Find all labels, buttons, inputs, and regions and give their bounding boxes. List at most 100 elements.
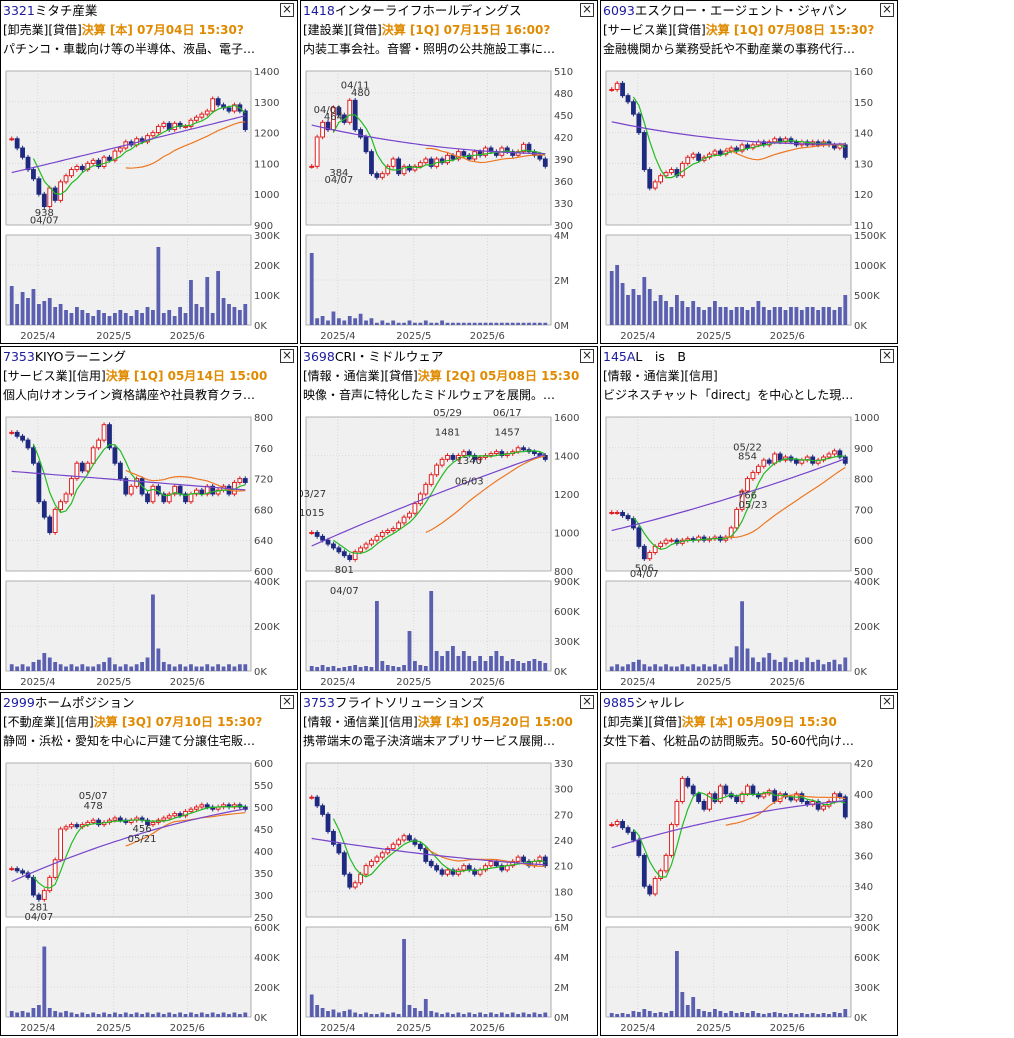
price-tick-label: 800 [554, 567, 573, 578]
volume-bar [707, 307, 712, 325]
candle [314, 796, 320, 807]
candle [41, 890, 47, 900]
stock-code-link[interactable]: 3321 [3, 3, 35, 18]
earnings-date: 決算 [1Q] 07月15日 16:00? [381, 23, 551, 37]
price-tick-label: 360 [854, 851, 873, 862]
stock-code-link[interactable]: 3698 [303, 349, 335, 364]
candle [609, 824, 615, 827]
volume-bar [669, 307, 674, 325]
volume-bar [543, 1012, 548, 1017]
x-tick-label: 2025/5 [396, 331, 431, 342]
candle [101, 424, 107, 441]
candle [166, 493, 172, 503]
close-icon[interactable]: × [280, 348, 294, 363]
volume-bar [626, 1014, 630, 1017]
x-tick-label: 2025/4 [620, 677, 655, 688]
volume-bar [396, 1014, 401, 1017]
price-tick-label: 140 [854, 129, 873, 140]
volume-plot-area [605, 234, 852, 326]
stock-code-link[interactable]: 2999 [3, 695, 35, 710]
ma-long-line [311, 837, 546, 866]
price-tick-label: 1600 [554, 413, 579, 424]
volume-bar [47, 1008, 52, 1017]
price-plot-area [5, 762, 252, 918]
volume-bar [445, 651, 450, 671]
close-icon[interactable]: × [580, 348, 594, 363]
stock-code-link[interactable]: 1418 [303, 3, 335, 18]
close-icon[interactable]: × [880, 694, 894, 709]
stock-header: 9885シャルレ [603, 694, 879, 712]
price-annotation: 03/27 [301, 489, 326, 500]
stock-code-link[interactable]: 3753 [303, 695, 335, 710]
candle [696, 793, 702, 802]
ma-mid-line [125, 121, 246, 169]
volume-tick-label: 0K [254, 1013, 267, 1024]
volume-bar [113, 1012, 117, 1017]
candle [74, 824, 80, 828]
volume-bar [91, 316, 96, 325]
stock-panel: 3753フライトソリューションズ × [情報・通信業][信用]決算 [本] 05月2… [300, 692, 598, 1036]
ma-long-line [11, 115, 246, 174]
volume-bar [505, 661, 510, 671]
price-tick-label: 1000 [554, 529, 579, 540]
volume-bar [9, 664, 14, 671]
candle [363, 136, 369, 153]
candle [658, 542, 664, 547]
candle [347, 99, 353, 123]
price-tick-label: 420 [854, 759, 873, 770]
candle [150, 132, 156, 137]
stock-panel: 7353KIYOラーニング × [サービス業][信用]決算 [1Q] 05月14日 … [0, 346, 298, 690]
candle [385, 530, 391, 533]
candle [96, 159, 102, 167]
volume-bar [140, 313, 144, 325]
candle [390, 158, 396, 167]
volume-bar [440, 1014, 444, 1017]
volume-bar [456, 656, 461, 671]
volume-bar [331, 311, 336, 325]
volume-bar [15, 666, 20, 671]
volume-bar [429, 591, 434, 671]
volume-bar [472, 322, 477, 325]
close-icon[interactable]: × [280, 694, 294, 709]
volume-bar [718, 666, 723, 671]
volume-bar [216, 1014, 221, 1017]
volume-bar [243, 664, 248, 671]
stock-panel: 3698CRI・ミドルウェア × [情報・通信業][貸借]決算 [2Q] 05月08… [300, 346, 598, 690]
volume-bar [729, 1011, 734, 1017]
company-description: 金融機関から業務受託や不動産業の事務代行… [603, 42, 856, 56]
candle [401, 165, 407, 175]
stock-code-link[interactable]: 145A [603, 349, 636, 364]
close-icon[interactable]: × [580, 694, 594, 709]
close-icon[interactable]: × [880, 348, 894, 363]
volume-bar [364, 320, 368, 325]
stock-code-link[interactable]: 9885 [603, 695, 635, 710]
stock-code-link[interactable]: 6093 [603, 3, 635, 18]
candle [107, 156, 112, 161]
volume-tick-label: 0K [254, 667, 267, 678]
candle [499, 451, 505, 457]
candle [320, 535, 325, 541]
candle [712, 150, 718, 155]
candle [145, 135, 150, 143]
close-icon[interactable]: × [580, 2, 594, 17]
volume-bar [783, 657, 788, 671]
volume-bar [451, 322, 455, 325]
candle [510, 860, 516, 867]
volume-tick-label: 0K [854, 667, 867, 678]
volume-bar [816, 1014, 821, 1017]
close-icon[interactable]: × [280, 2, 294, 17]
company-description: ビジネスチャット「direct」を中心とした現… [603, 388, 854, 402]
volume-bar [467, 1012, 472, 1017]
candle [188, 493, 194, 503]
candle [620, 511, 625, 517]
candle [477, 151, 483, 156]
candle [734, 508, 740, 529]
close-icon[interactable]: × [880, 2, 894, 17]
x-tick-label: 2025/6 [470, 677, 505, 688]
volume-bar [353, 1012, 358, 1017]
volume-tick-label: 200K [254, 983, 280, 994]
stock-name: L is B [635, 349, 686, 364]
volume-bar [140, 1014, 144, 1017]
volume-bar [810, 1013, 815, 1017]
stock-code-link[interactable]: 7353 [3, 349, 35, 364]
